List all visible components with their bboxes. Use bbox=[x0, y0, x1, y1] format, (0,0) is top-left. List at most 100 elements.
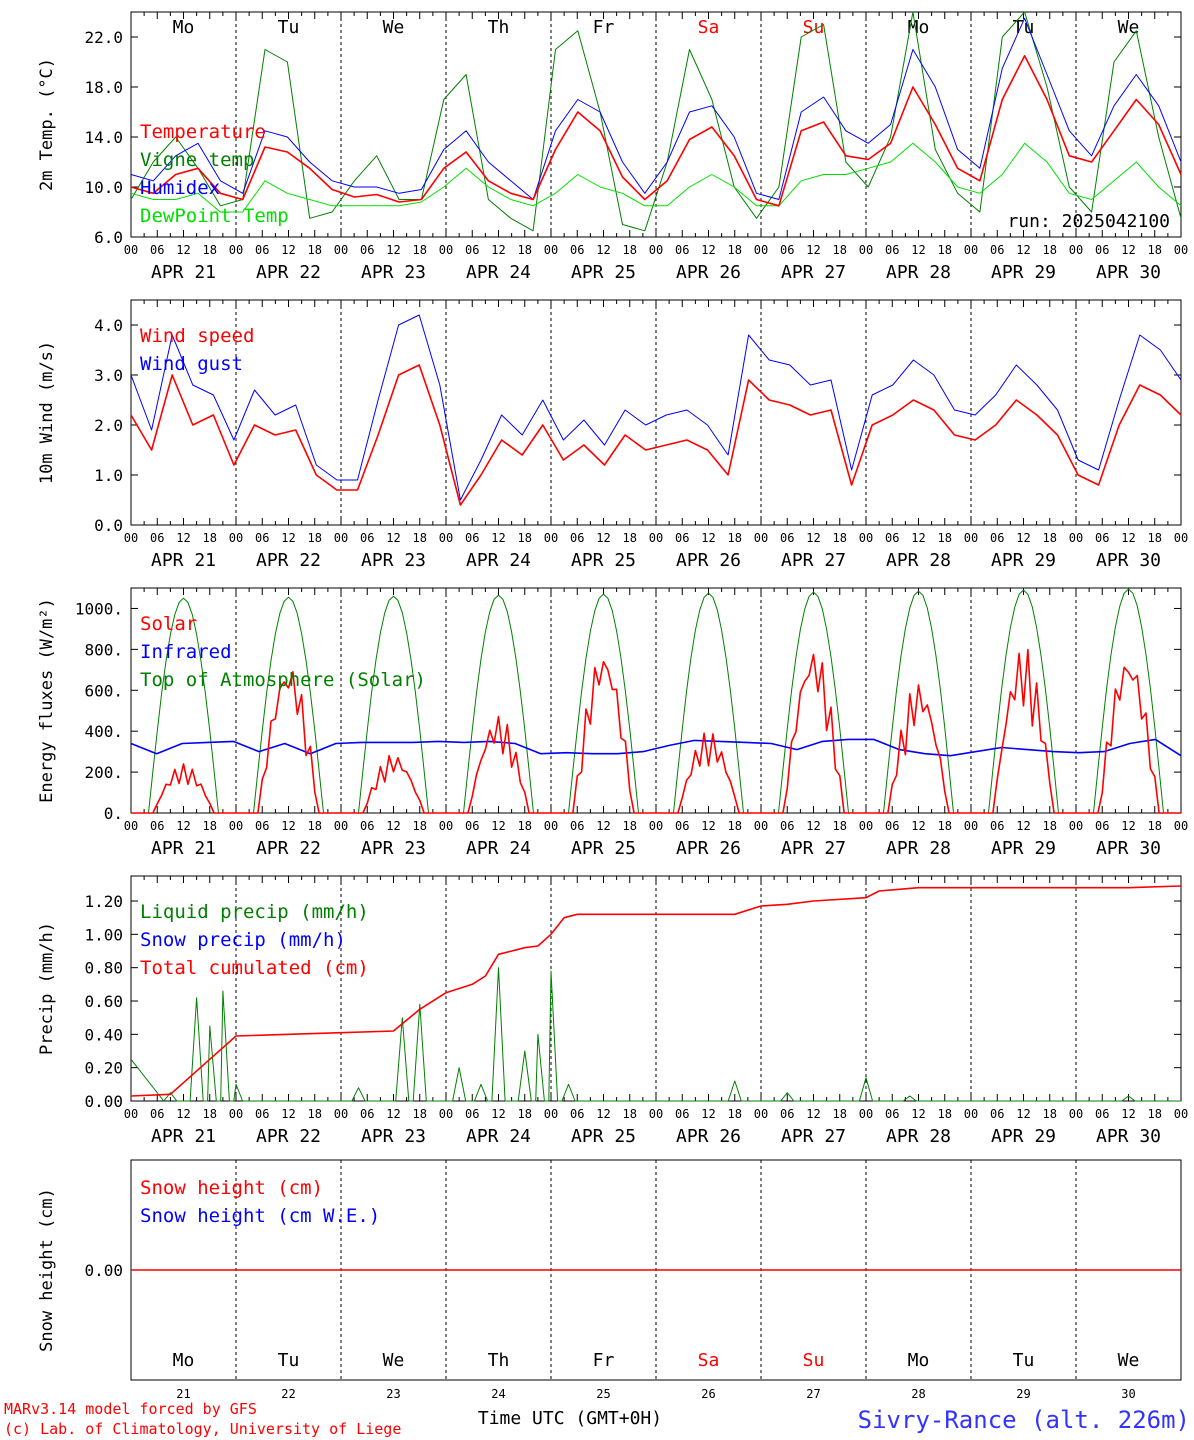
hour-tick-label: 18 bbox=[1148, 531, 1162, 545]
y-tick-label: 0.80 bbox=[84, 959, 123, 978]
legend-entry: Snow height (cm W.E.) bbox=[140, 1205, 380, 1227]
hour-tick-label: 06 bbox=[255, 1107, 269, 1121]
hour-tick-label: 18 bbox=[728, 531, 742, 545]
hour-tick-label: 12 bbox=[911, 1107, 925, 1121]
day-number-label: 21 bbox=[176, 1387, 190, 1401]
series-line bbox=[131, 648, 1181, 814]
hour-tick-label: 00 bbox=[1174, 243, 1188, 257]
day-number-label: 29 bbox=[1016, 1387, 1030, 1401]
series-line bbox=[130, 967, 1181, 1102]
hour-tick-label: 18 bbox=[308, 1107, 322, 1121]
day-number-label: 24 bbox=[491, 1387, 505, 1401]
date-label: APR 26 bbox=[676, 838, 741, 859]
date-label: APR 30 bbox=[1096, 1126, 1161, 1147]
series-line bbox=[130, 364, 1182, 506]
y-axis-label: Energy fluxes (W/m²) bbox=[37, 598, 57, 803]
date-label: APR 24 bbox=[466, 262, 531, 283]
hour-tick-label: 06 bbox=[150, 819, 164, 833]
hour-tick-label: 06 bbox=[465, 819, 479, 833]
hour-tick-label: 06 bbox=[570, 819, 584, 833]
date-label: APR 27 bbox=[781, 550, 846, 571]
hour-tick-label: 18 bbox=[728, 243, 742, 257]
y-axis-label: Precip (mm/h) bbox=[37, 922, 57, 1055]
hour-tick-label: 00 bbox=[229, 243, 243, 257]
weekday-label: Tu bbox=[278, 1350, 300, 1371]
y-tick-label: 10.0 bbox=[84, 178, 123, 197]
date-label: APR 26 bbox=[676, 1126, 741, 1147]
hour-tick-label: 12 bbox=[281, 819, 295, 833]
hour-tick-label: 12 bbox=[1121, 531, 1135, 545]
hour-tick-label: 18 bbox=[1043, 243, 1057, 257]
date-label: APR 29 bbox=[991, 262, 1056, 283]
hour-tick-label: 18 bbox=[623, 1107, 637, 1121]
hour-tick-label: 12 bbox=[701, 531, 715, 545]
date-label: APR 23 bbox=[361, 550, 426, 571]
hour-tick-label: 00 bbox=[439, 531, 453, 545]
hour-tick-label: 12 bbox=[491, 243, 505, 257]
y-tick-label: 200. bbox=[84, 763, 123, 782]
hour-tick-label: 06 bbox=[255, 531, 269, 545]
hour-tick-label: 06 bbox=[465, 531, 479, 545]
hour-tick-label: 12 bbox=[701, 243, 715, 257]
legend-entry: Snow height (cm) bbox=[140, 1177, 323, 1199]
station-title: Sivry-Rance (alt. 226m) bbox=[858, 1406, 1190, 1434]
legend-entry: Wind gust bbox=[140, 353, 243, 375]
day-number-label: 30 bbox=[1121, 1387, 1135, 1401]
hour-tick-label: 00 bbox=[1174, 819, 1188, 833]
legend-entry: Total cumulated (cm) bbox=[140, 957, 369, 979]
date-label: APR 24 bbox=[466, 1126, 531, 1147]
weekday-label: Tu bbox=[1013, 1350, 1035, 1371]
hour-tick-label: 00 bbox=[859, 531, 873, 545]
hour-tick-label: 12 bbox=[491, 819, 505, 833]
y-tick-label: 6.0 bbox=[94, 228, 123, 247]
date-label: APR 27 bbox=[781, 1126, 846, 1147]
weekday-label: Sa bbox=[698, 1350, 720, 1371]
hour-tick-label: 00 bbox=[859, 1107, 873, 1121]
hour-tick-label: 00 bbox=[334, 243, 348, 257]
weekday-label: We bbox=[383, 17, 405, 38]
date-label: APR 23 bbox=[361, 262, 426, 283]
panel-3: 00 06 12 18 APR 21 00 06 12 18 APR 22 00 06 12 18 APR … bbox=[37, 587, 1188, 859]
hour-tick-label: 12 bbox=[386, 1107, 400, 1121]
hour-tick-label: 00 bbox=[649, 243, 663, 257]
hour-tick-label: 18 bbox=[938, 531, 952, 545]
y-tick-label: 22.0 bbox=[84, 28, 123, 47]
hour-tick-label: 18 bbox=[518, 243, 532, 257]
hour-tick-label: 12 bbox=[911, 819, 925, 833]
y-tick-label: 0.0 bbox=[94, 516, 123, 535]
day-number-label: 23 bbox=[386, 1387, 400, 1401]
hour-tick-label: 18 bbox=[1148, 819, 1162, 833]
hour-tick-label: 12 bbox=[596, 1107, 610, 1121]
hour-tick-label: 00 bbox=[754, 243, 768, 257]
hour-tick-label: 12 bbox=[596, 531, 610, 545]
hour-tick-label: 12 bbox=[1016, 531, 1030, 545]
hour-tick-label: 00 bbox=[1069, 819, 1083, 833]
y-tick-label: 18.0 bbox=[84, 78, 123, 97]
hour-tick-label: 00 bbox=[859, 243, 873, 257]
hour-tick-label: 00 bbox=[439, 819, 453, 833]
date-label: APR 29 bbox=[991, 550, 1056, 571]
hour-tick-label: 12 bbox=[491, 1107, 505, 1121]
weekday-label: We bbox=[1118, 17, 1140, 38]
y-tick-label: 0.00 bbox=[84, 1261, 123, 1280]
hour-tick-label: 06 bbox=[150, 531, 164, 545]
date-label: APR 30 bbox=[1096, 550, 1161, 571]
hour-tick-label: 12 bbox=[176, 1107, 190, 1121]
weekday-label: We bbox=[1118, 1350, 1140, 1371]
date-label: APR 21 bbox=[151, 838, 216, 859]
y-tick-label: 400. bbox=[84, 722, 123, 741]
date-label: APR 25 bbox=[571, 550, 636, 571]
legend-entry: Liquid precip (mm/h) bbox=[140, 901, 369, 923]
hour-tick-label: 06 bbox=[150, 243, 164, 257]
date-label: APR 27 bbox=[781, 838, 846, 859]
hour-tick-label: 12 bbox=[806, 1107, 820, 1121]
series-line bbox=[130, 17, 1182, 200]
date-label: APR 22 bbox=[256, 262, 321, 283]
hour-tick-label: 00 bbox=[754, 819, 768, 833]
hour-tick-label: 12 bbox=[281, 531, 295, 545]
legend-entry: Temperature bbox=[140, 121, 266, 143]
weekday-label: Mo bbox=[908, 1350, 930, 1371]
hour-tick-label: 12 bbox=[701, 819, 715, 833]
date-label: APR 22 bbox=[256, 1126, 321, 1147]
hour-tick-label: 18 bbox=[518, 819, 532, 833]
